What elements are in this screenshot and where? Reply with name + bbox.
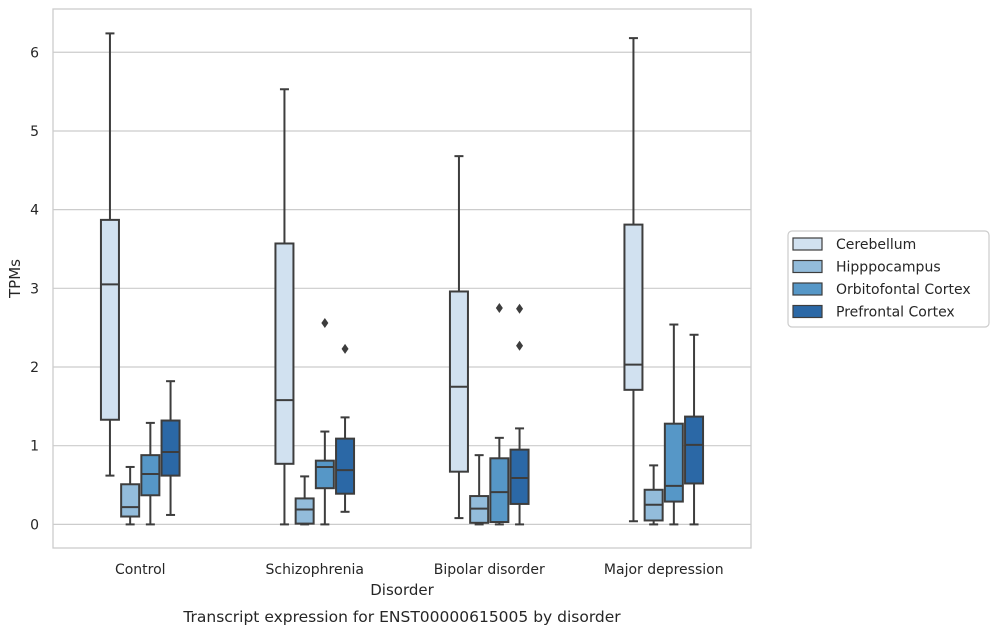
legend-swatch: [792, 304, 823, 319]
box-1-3: [448, 155, 469, 520]
box-iqr: [314, 459, 335, 490]
plot-frame: [52, 8, 752, 549]
box-1-1: [99, 32, 120, 477]
box-iqr: [623, 223, 644, 391]
legend-label: Cerebellum: [836, 237, 916, 253]
box-iqr: [140, 454, 161, 497]
box-2-1: [120, 465, 141, 526]
box-iqr: [120, 483, 141, 518]
x-axis-label: Disorder: [370, 581, 434, 599]
chart-caption: Transcript expression for ENST0000061500…: [182, 608, 621, 626]
box-4-1: [160, 380, 181, 516]
box-iqr: [335, 437, 356, 495]
y-tick-label: 0: [30, 517, 39, 533]
y-tick-label: 6: [30, 45, 39, 61]
outlier-point: [321, 317, 329, 328]
x-tick-labels: Control Schizophrenia Bipolar disorder Majo…: [115, 562, 724, 578]
box-iqr: [489, 457, 510, 524]
box-3-3: [489, 303, 510, 526]
outlier-point: [341, 343, 349, 354]
y-tick-labels: 0 1 2 3 4 5 6: [30, 45, 39, 533]
box-1-4: [623, 37, 644, 523]
box-3-2: [314, 317, 335, 526]
legend-swatch: [792, 282, 823, 296]
legend-swatch: [792, 237, 823, 251]
legend-swatch: [792, 259, 823, 274]
x-tick-label: Schizophrenia: [266, 562, 364, 578]
outlier-point: [495, 303, 503, 314]
box-2-2: [294, 475, 315, 526]
box-4-2: [335, 343, 356, 513]
box-iqr: [448, 290, 469, 473]
legend-frame: [787, 230, 990, 328]
box-4-3: [509, 303, 530, 526]
legend-label: Prefrontal Cortex: [836, 305, 955, 321]
box-iqr: [160, 419, 181, 477]
box-iqr: [294, 497, 315, 525]
legend: Cerebellum Hipppocampus Orbitofontal Corte…: [787, 230, 990, 328]
outlier-point: [516, 303, 524, 314]
grid-lines: [53, 51, 751, 525]
outlier-point: [516, 340, 524, 351]
box-iqr: [684, 415, 705, 485]
box-iqr: [274, 242, 295, 465]
legend-label: Orbitofontal Cortex: [836, 282, 971, 298]
box-2-3: [469, 454, 490, 526]
y-axis-label: TPMs: [6, 259, 24, 299]
y-tick-label: 1: [30, 439, 39, 455]
box-3-4: [663, 323, 684, 526]
x-tick-label: Control: [115, 562, 166, 578]
x-tick-label: Bipolar disorder: [434, 562, 545, 578]
box-iqr: [99, 218, 120, 421]
box-iqr: [509, 448, 530, 505]
box-groups: [99, 32, 705, 526]
y-tick-label: 4: [30, 203, 39, 219]
box-2-4: [643, 464, 664, 526]
x-tick-label: Major depression: [604, 562, 724, 578]
y-tick-label: 3: [30, 281, 39, 297]
y-tick-label: 5: [30, 124, 39, 140]
box-1-2: [274, 88, 295, 526]
box-3-1: [140, 421, 161, 526]
legend-label: Hipppocampus: [836, 260, 941, 276]
y-tick-label: 2: [30, 360, 39, 376]
box-4-4: [684, 333, 705, 526]
box-iqr: [663, 422, 684, 503]
